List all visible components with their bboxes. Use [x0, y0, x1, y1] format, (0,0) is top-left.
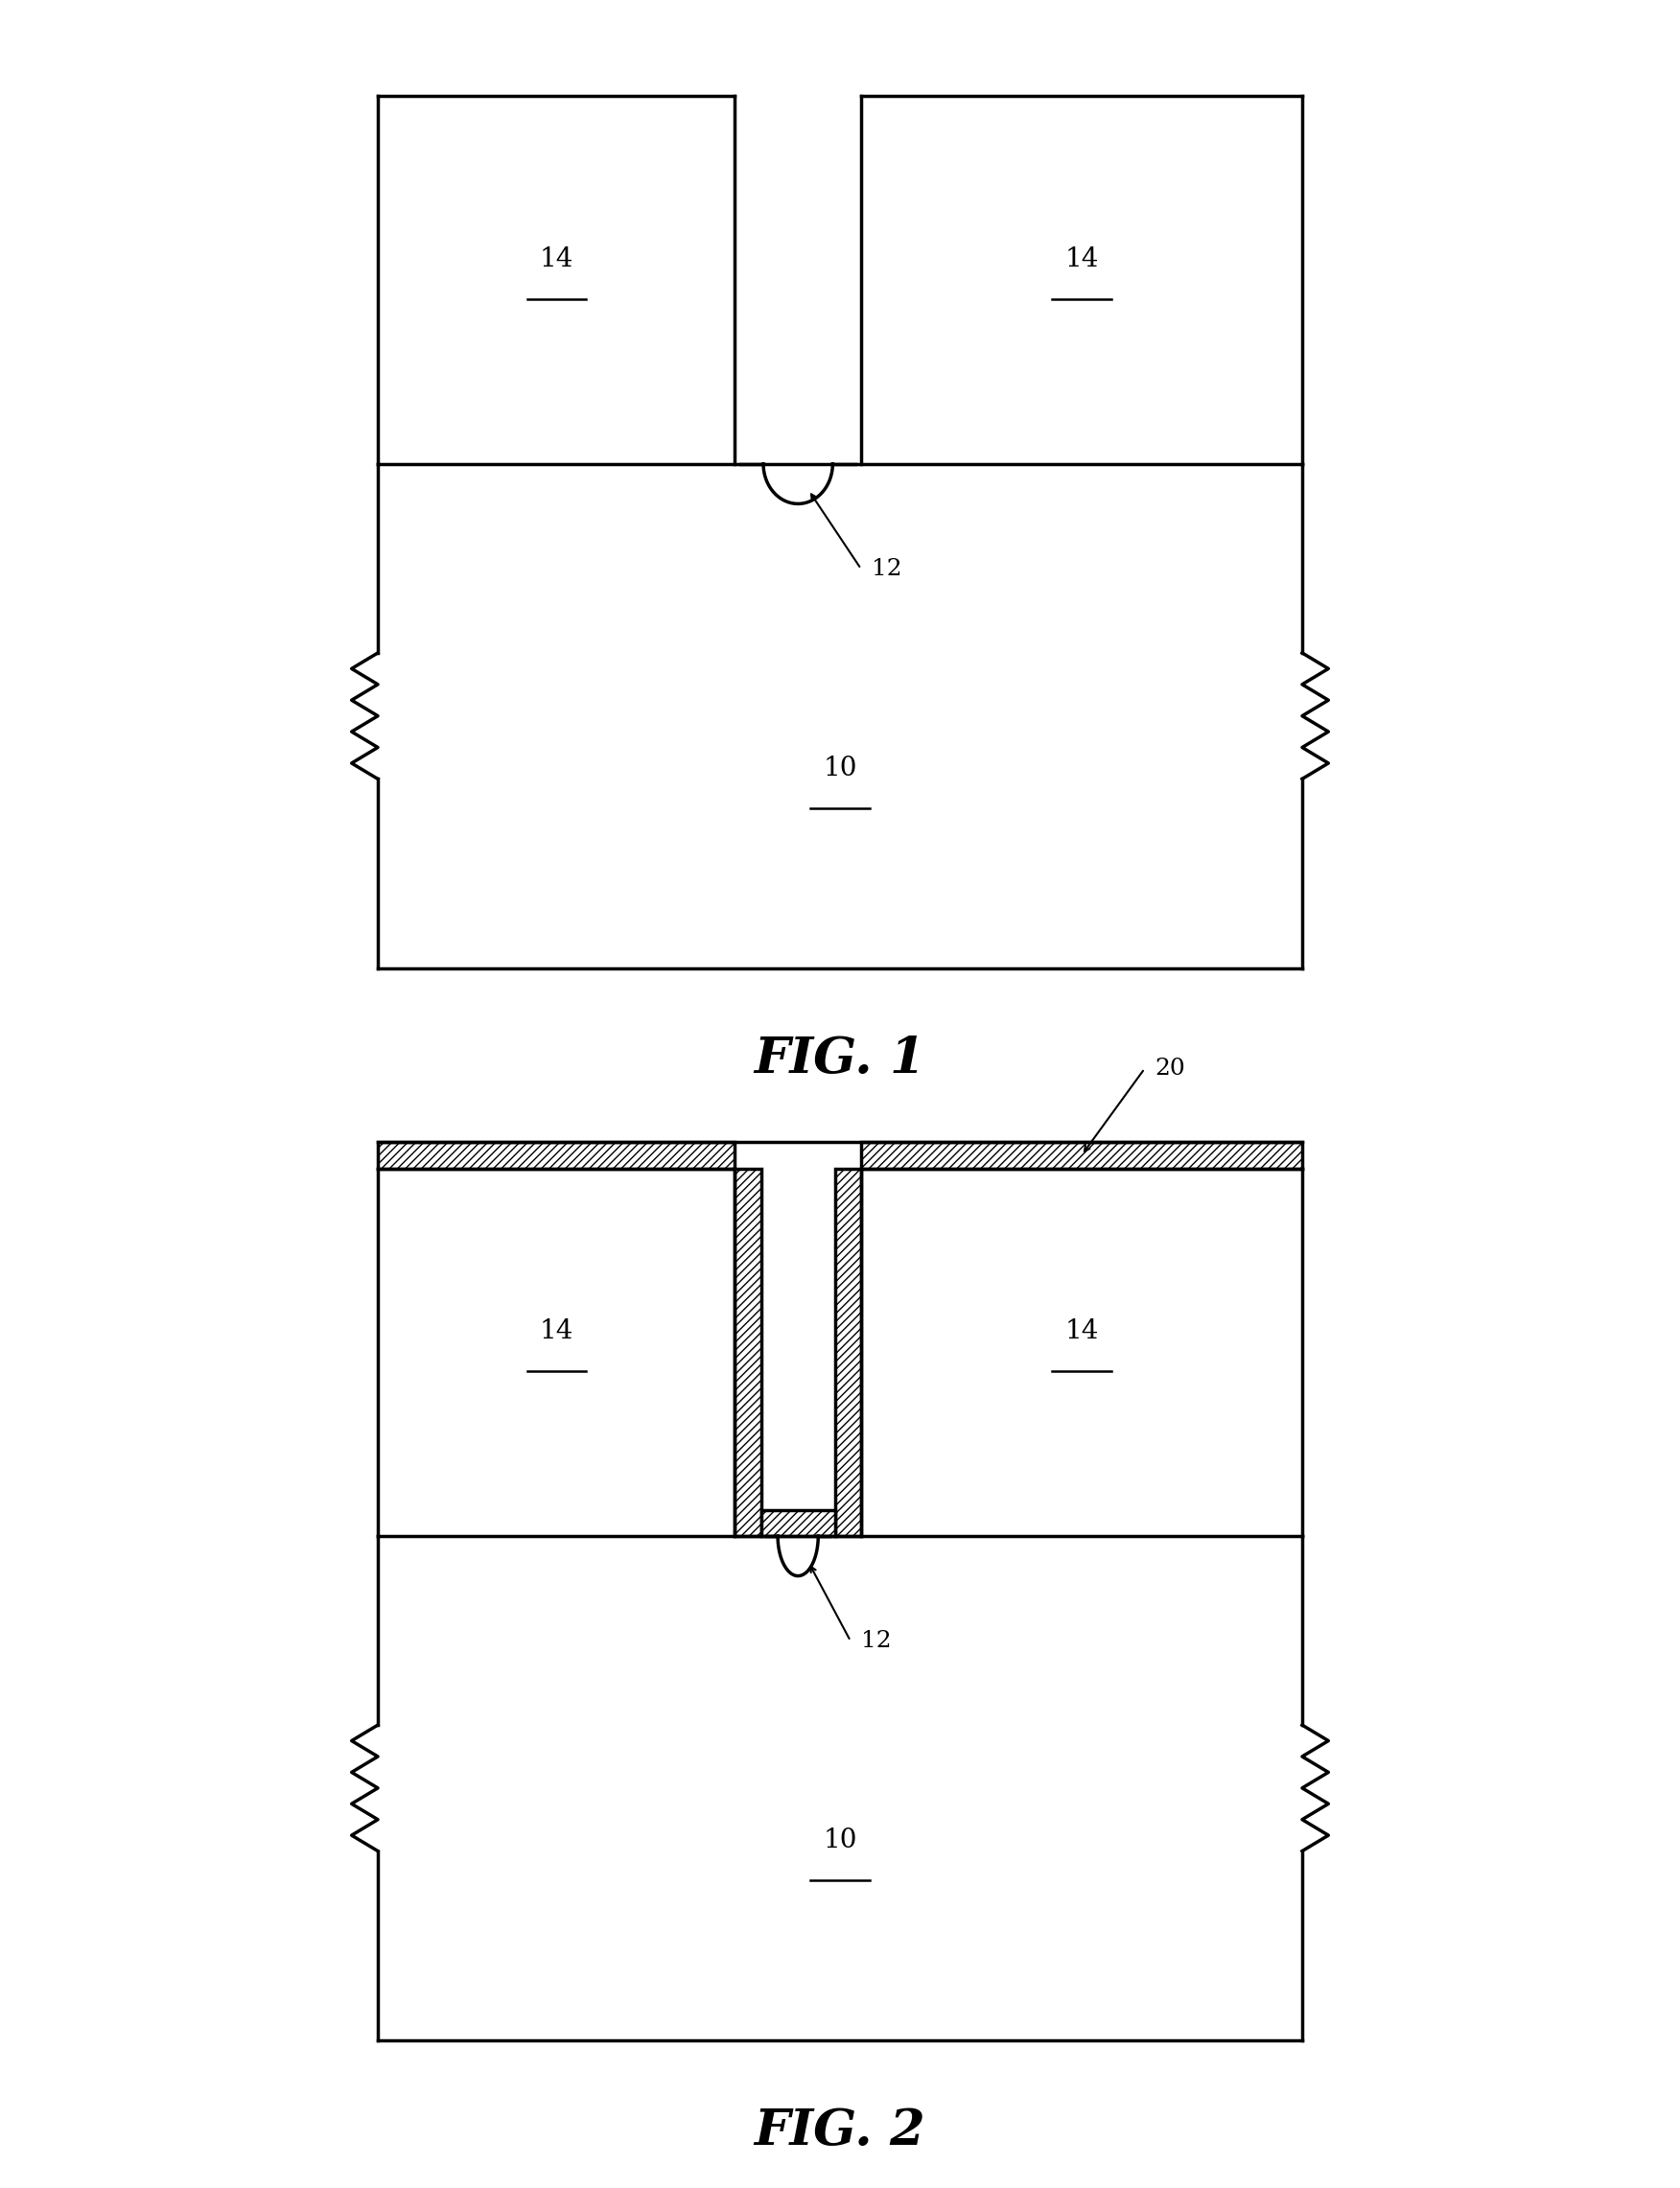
- Bar: [835, 1168, 862, 1536]
- Bar: [761, 1510, 835, 1536]
- Bar: [378, 1142, 734, 1168]
- Text: 20: 20: [1156, 1057, 1186, 1079]
- Bar: [862, 1142, 1302, 1168]
- Text: 14: 14: [539, 1317, 573, 1343]
- Text: 14: 14: [539, 245, 573, 271]
- Bar: [734, 1168, 761, 1536]
- Text: 12: 12: [872, 558, 902, 580]
- Text: FIG. 1: FIG. 1: [754, 1035, 926, 1083]
- Text: FIG. 2: FIG. 2: [754, 2107, 926, 2155]
- Text: 10: 10: [823, 755, 857, 781]
- Text: 10: 10: [823, 1827, 857, 1853]
- Text: 14: 14: [1065, 245, 1099, 271]
- Text: 12: 12: [862, 1630, 892, 1652]
- Text: 14: 14: [1065, 1317, 1099, 1343]
